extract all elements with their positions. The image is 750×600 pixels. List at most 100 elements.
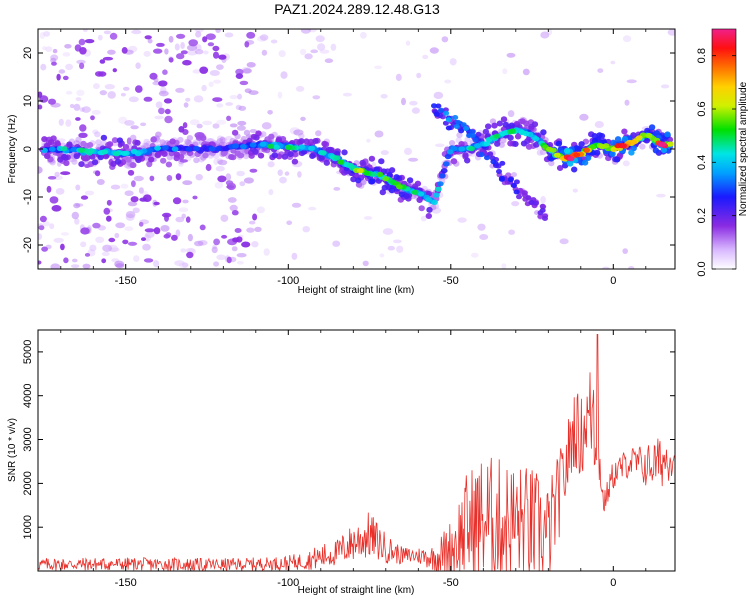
heatmap-cell [126,137,132,145]
heatmap-cell [71,264,80,268]
heatmap-cell [149,175,155,182]
heatmap-cell [417,191,425,197]
y-tick-label: -20 [22,237,34,253]
heatmap-cell [143,96,153,102]
heatmap-cell [38,166,43,174]
y-tick-label: 3000 [22,427,34,451]
heatmap-cell [537,214,544,219]
heatmap-cell [187,233,193,242]
heatmap-cell [121,47,128,54]
heatmap-cell [502,121,509,128]
colorbar-tick-label: 0.8 [696,48,708,63]
heatmap-cell [183,102,189,108]
heatmap-cell [659,141,666,147]
heatmap-cell [513,179,520,185]
heatmap-cell [153,227,161,235]
heatmap-cell [40,63,47,71]
heatmap-cell [621,128,628,135]
heatmap-cell [342,92,352,97]
heatmap-cell [398,191,405,198]
spectrogram-xlabel: Height of straight line (km) [298,285,415,296]
heatmap-cell [153,260,160,268]
heatmap-cell [556,165,564,171]
heatmap-cell [189,119,200,126]
heatmap-cell [213,238,221,246]
heatmap-cell [56,73,61,81]
heatmap-cell [300,29,311,34]
heatmap-cell [408,157,419,162]
x-tick-label: -100 [277,275,299,287]
heatmap-cell [232,143,240,149]
heatmap-cell [229,123,238,128]
heatmap-cell [579,113,589,121]
heatmap-cell [106,199,112,206]
heatmap-cell [281,153,289,160]
heatmap-cell [213,261,220,267]
heatmap-cell [357,168,364,174]
heatmap-cell [162,69,168,75]
heatmap-cell [48,98,56,105]
heatmap-cell [73,202,81,209]
heatmap-cell [277,91,283,99]
x-tick-label: 0 [610,275,616,287]
heatmap-cell [226,185,235,189]
heatmap-cell [388,187,396,194]
heatmap-cell [610,60,616,65]
heatmap-cell [181,213,186,219]
heatmap-cell [195,174,203,181]
heatmap-cell [46,185,52,193]
colorbar-ticks: 0.0 0.2 0.4 0.6 0.8 [696,48,736,277]
heatmap-cell [208,81,214,88]
heatmap-cell [502,68,508,75]
heatmap-cell [456,132,463,139]
heatmap-cell [222,146,230,152]
heatmap-cell [131,29,142,35]
heatmap-cell [78,161,85,168]
heatmap-cell [506,52,516,58]
heatmap-cell [248,90,259,95]
heatmap-cell [333,155,341,161]
heatmap-cell [559,238,569,245]
heatmap-cell [405,40,411,46]
heatmap-cell [193,145,201,152]
heatmap-cell [445,117,452,123]
heatmap-cell [148,156,155,163]
heatmap-cell [142,243,151,251]
heatmap-cell [513,189,520,195]
heatmap-cell [621,136,629,142]
heatmap-cell [318,154,325,161]
heatmap-cell [519,118,526,125]
heatmap-cell [445,125,452,131]
heatmap-cell [43,31,50,37]
heatmap-cell [143,50,151,57]
heatmap-cell [359,159,366,166]
heatmap-cell [79,62,85,70]
heatmap-cell [43,221,50,227]
heatmap-cell [278,50,286,58]
heatmap-cell [81,106,91,113]
heatmap-cell [51,61,57,66]
heatmap-cell [300,116,306,121]
heatmap-cell [478,152,485,158]
heatmap-cell [162,212,172,218]
heatmap-cell [360,31,367,39]
heatmap-cell [310,49,319,54]
heatmap-cell [312,95,321,100]
heatmap-cell [127,201,138,207]
heatmap-cell [80,227,90,235]
heatmap-cell [175,216,185,223]
heatmap-cell [396,184,403,190]
heatmap-cell [120,183,129,189]
heatmap-cell [86,142,94,148]
heatmap-cell [622,35,632,43]
heatmap-cell [268,189,274,196]
heatmap-cell [583,147,590,153]
heatmap-cell [528,200,535,205]
heatmap-cell [284,144,292,150]
heatmap-cell [50,263,61,269]
heatmap-cell [124,120,135,126]
heatmap-cell [455,119,462,125]
heatmap-cell [239,181,246,187]
x-tick-label: -50 [443,275,459,287]
